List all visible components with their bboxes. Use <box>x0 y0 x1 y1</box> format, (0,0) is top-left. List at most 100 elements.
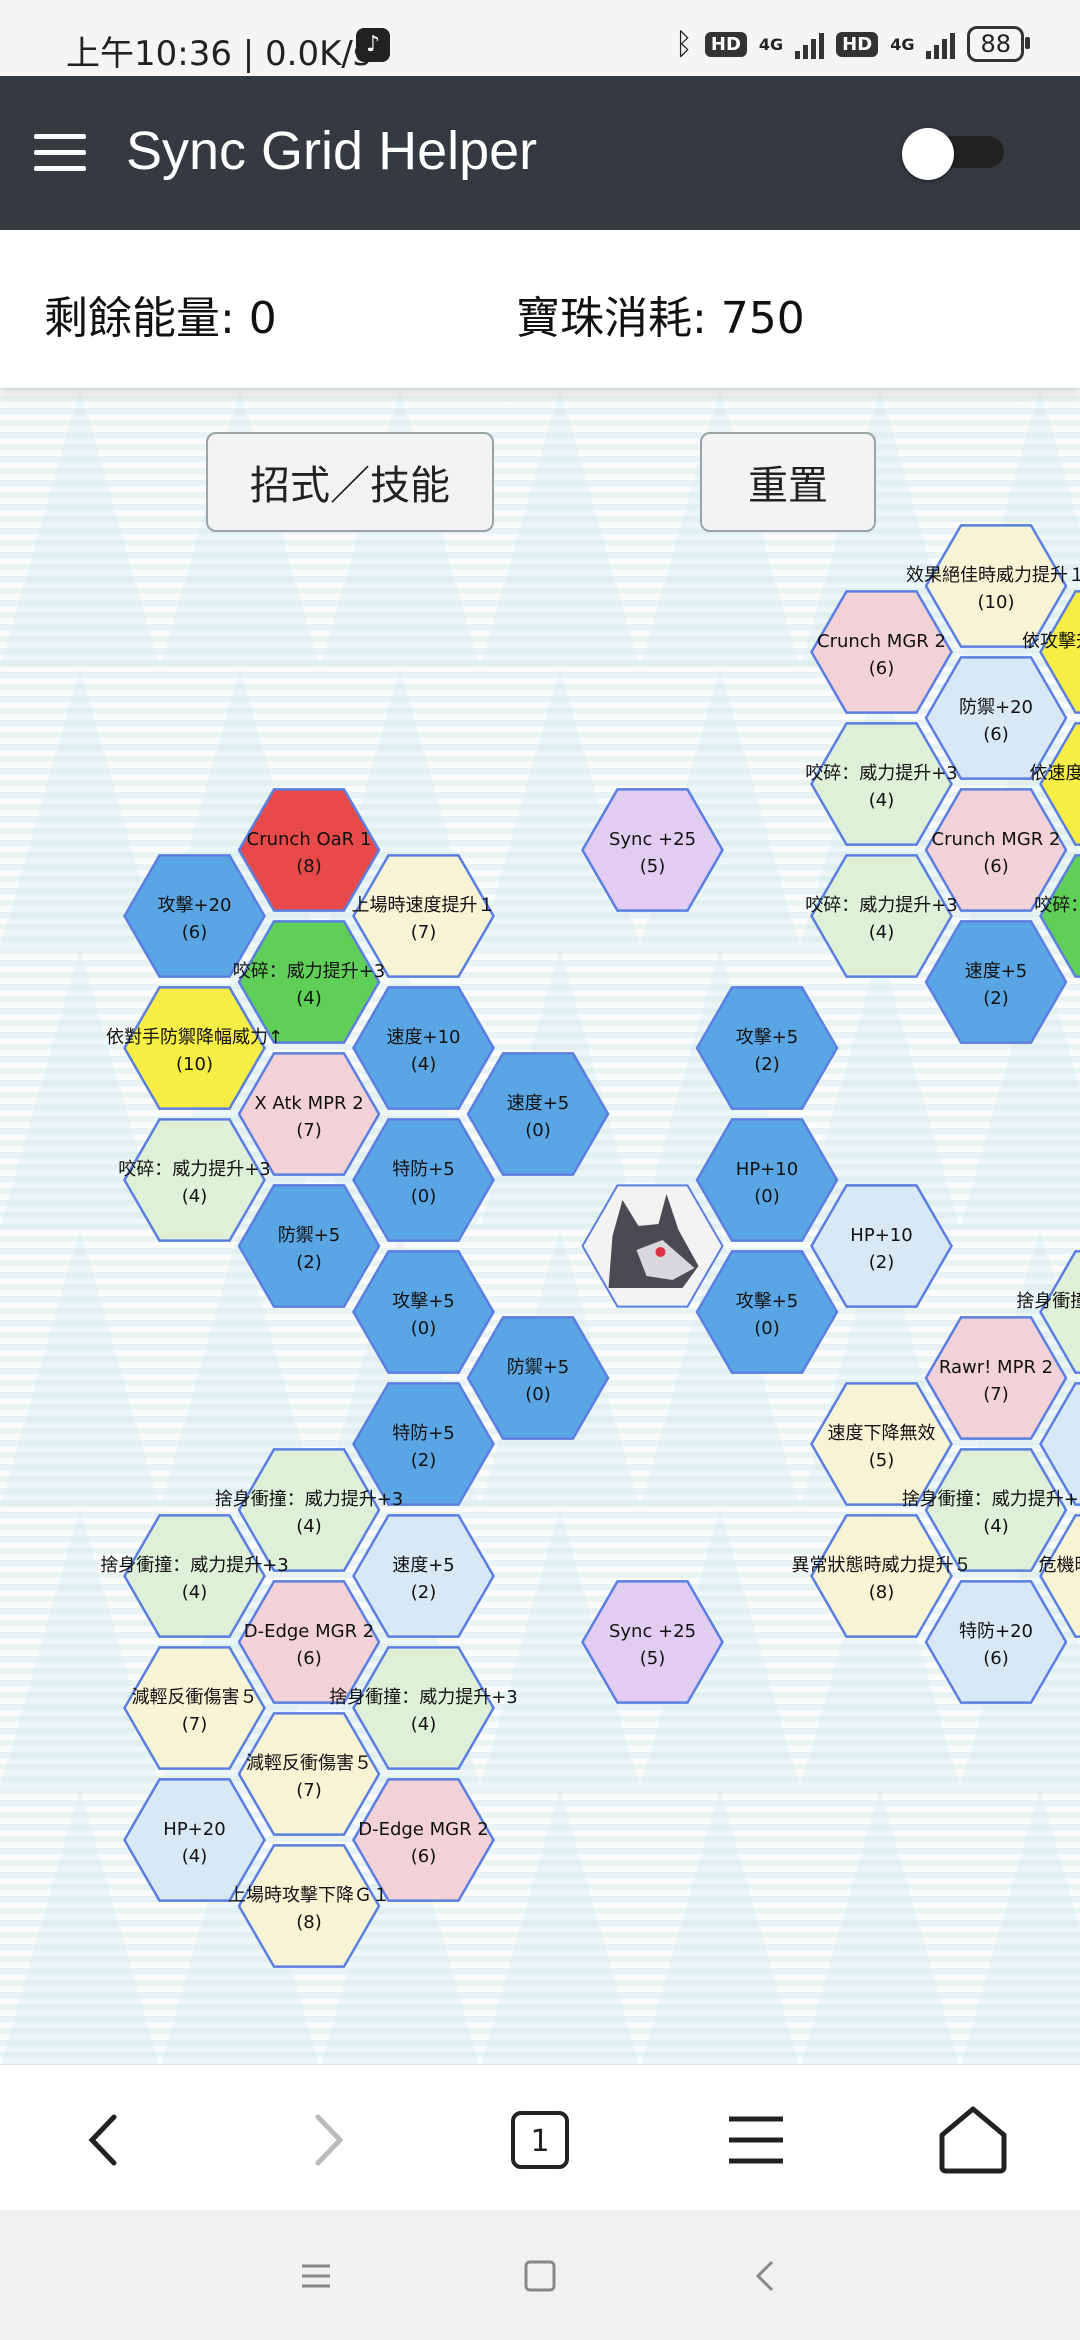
tile-hex <box>123 854 266 978</box>
tile-cost: (7) <box>182 1714 208 1735</box>
forward-arrow-icon[interactable] <box>282 2095 372 2185</box>
grid-tile[interactable]: 特防+5 (2) <box>352 1382 495 1506</box>
tile-name: HP+10 <box>736 1159 798 1180</box>
mightyena-icon <box>608 1194 699 1288</box>
tile-name: 咬碎：威力提升+3 <box>805 763 958 784</box>
tile-name: 速度+5 <box>965 961 1028 982</box>
grid-tile[interactable]: 攻擊+5 (0) <box>695 1250 839 1374</box>
menu-button[interactable] <box>34 134 86 172</box>
grid-tile[interactable]: Sync +25 (5) <box>581 1580 724 1704</box>
tile-hex <box>695 1250 839 1374</box>
grid-tile[interactable]: 減輕反衝傷害５ (7) <box>123 1646 266 1770</box>
grid-tile[interactable]: 捨身衝撞：威力提升+3(4) <box>1016 1250 1080 1374</box>
tile-name: 上場時速度提升１ <box>352 895 496 916</box>
grid-tile[interactable]: Sync +25 (5) <box>581 788 724 912</box>
tile-name: X Atk MPR 2 <box>254 1093 363 1114</box>
tile-cost: (5) <box>640 856 666 877</box>
tile-name: 防禦+5 <box>507 1357 570 1378</box>
grid-tile[interactable]: 減輕反衝傷害５ (7) <box>237 1712 381 1836</box>
grid-tile[interactable]: 上場時攻擊下降Ｇ１ (8) <box>228 1844 390 1968</box>
grid-tile[interactable]: 攻擊+20 (6) <box>123 854 266 978</box>
grid-tile[interactable]: 攻擊+5 (0) <box>352 1250 495 1374</box>
tile-name: D-Edge MGR 2 <box>358 1819 489 1840</box>
tile-cost: (0) <box>525 1384 551 1405</box>
tile-cost: (6) <box>411 1846 437 1867</box>
home-icon[interactable] <box>928 2095 1018 2185</box>
reset-button[interactable]: 重置 <box>700 432 876 532</box>
app-title: Sync Grid Helper <box>126 121 538 181</box>
menu-lines-icon[interactable] <box>711 2095 801 2185</box>
grid-tile[interactable]: 特防+5 (0) <box>352 1118 495 1242</box>
grid-tile[interactable]: 依攻擊升幅拍組招式↑(8) <box>1022 590 1080 714</box>
recent-apps-icon[interactable] <box>296 2256 336 2296</box>
pokemon-center-tile[interactable] <box>581 1184 724 1308</box>
tile-cost: (7) <box>411 922 437 943</box>
grid-tile[interactable]: Crunch MGR 2 (6) <box>924 788 1068 912</box>
grid-tile[interactable]: 依速度升幅威力提升(8) <box>1030 722 1080 846</box>
signal-icon-2 <box>926 29 956 59</box>
grid-tile[interactable]: 速度+5 (2) <box>352 1514 495 1638</box>
grid-tile[interactable]: 捨身衝撞：威力提升+3(4) <box>100 1514 289 1638</box>
home-square-icon[interactable] <box>520 2256 560 2296</box>
tile-name: 特防+5 <box>392 1159 455 1180</box>
grid-tile[interactable]: 咬碎：威力提升+3(4) <box>118 1118 271 1242</box>
mode-toggle[interactable] <box>902 128 1006 180</box>
grid-tile[interactable]: 咬碎：威力提升+3(4) <box>805 854 958 978</box>
back-arrow-icon[interactable] <box>60 2095 150 2185</box>
grid-tile[interactable]: 速度+10 (4) <box>352 986 495 1110</box>
grid-tile[interactable]: Crunch MGR 2 (6) <box>810 590 953 714</box>
tabs-count-icon[interactable]: 1 <box>495 2095 585 2185</box>
tile-hex <box>123 1118 266 1242</box>
grid-tile[interactable]: 捨身衝撞：威力提升+3(4) <box>902 1448 1080 1572</box>
grid-tile[interactable]: 特防+20 (6) <box>924 1580 1068 1704</box>
grid-tile[interactable]: HP+20 (4) <box>123 1778 266 1902</box>
tile-name: 咬碎：威力提升+3 <box>1034 895 1080 916</box>
grid-tile[interactable]: 異常狀態時威力提升５ (8) <box>792 1514 972 1638</box>
grid-tile[interactable]: 咬碎：威力提升+3(4) <box>805 722 958 846</box>
moves-skills-button[interactable]: 招式／技能 <box>206 432 494 532</box>
tile-cost: (0) <box>754 1318 780 1339</box>
tile-name: 咬碎：威力提升+3 <box>118 1159 271 1180</box>
tile-hex <box>1039 854 1080 978</box>
tile-hex <box>123 1646 266 1770</box>
grid-tile[interactable]: 上場時速度提升１ (7) <box>352 854 496 978</box>
grid-tile[interactable]: 防禦+5 (2) <box>237 1184 381 1308</box>
tile-hex <box>924 656 1068 780</box>
grid-tile[interactable]: Rawr! MPR 2 (7) <box>924 1316 1068 1440</box>
grid-tile[interactable]: 速度+5 (0) <box>466 1052 610 1176</box>
grid-tile[interactable]: D-Edge MGR 2 (6) <box>352 1778 495 1902</box>
grid-tile[interactable]: HP+10 (2) <box>810 1184 953 1308</box>
tile-name: 攻擊+5 <box>736 1027 799 1048</box>
grid-tile[interactable]: 捨身衝撞：威力提升+3(4) <box>329 1646 518 1770</box>
grid-tile[interactable]: 危機時ＨＰ回復４(10) <box>1039 1514 1080 1638</box>
tile-name: 捨身衝撞：威力提升+3 <box>215 1489 404 1510</box>
grid-tile[interactable]: 效果絕佳時威力提升１ (10) <box>906 524 1080 648</box>
grid-tile[interactable]: 防禦+20 (6) <box>924 656 1068 780</box>
grid-tile[interactable]: 依對手防禦降幅威力↑ (10) <box>106 986 283 1110</box>
status-time: 上午10:36 | 0.0K/s <box>66 34 371 74</box>
grid-tile[interactable]: 咬碎：威力提升+3(4) <box>233 920 386 1044</box>
tile-name: 速度下降無效 <box>828 1423 936 1444</box>
browser-nav-bar: 1 <box>0 2064 1080 2211</box>
grid-tile[interactable]: D-Edge MGR 2 (6) <box>237 1580 381 1704</box>
grid-tile[interactable]: X Atk MPR 2 (7) <box>237 1052 381 1176</box>
grid-tile[interactable]: 捨身衝撞：威力提升+3 (4) <box>215 1448 404 1572</box>
info-strip: 剩餘能量: 0 寶珠消耗: 750 <box>0 230 1080 388</box>
grid-tile[interactable]: 防禦+5 (0) <box>466 1316 610 1440</box>
grid-tile[interactable]: Crunch OaR 1 (8) <box>237 788 381 912</box>
tile-cost: (4) <box>411 1054 437 1075</box>
system-back-icon[interactable] <box>746 2256 786 2296</box>
remaining-energy: 剩餘能量: 0 <box>44 293 277 344</box>
grid-tile[interactable]: 咬碎：威力提升+3(4) <box>1034 854 1080 978</box>
tile-cost: (4) <box>296 1516 322 1537</box>
grid-tile[interactable]: 速度+5 (2) <box>924 920 1068 1044</box>
tile-hex <box>466 1052 610 1176</box>
tile-cost: (6) <box>983 1648 1009 1669</box>
grid-tile[interactable]: HP+10 (0) <box>695 1118 839 1242</box>
tile-hex <box>352 1646 495 1770</box>
tile-hex <box>810 590 953 714</box>
grid-tile[interactable]: 攻擊+5 (2) <box>695 986 839 1110</box>
grid-tile[interactable]: 速度下降無效 (5) <box>810 1382 953 1506</box>
tile-hex <box>352 986 495 1110</box>
tile-cost: (10) <box>978 592 1015 613</box>
